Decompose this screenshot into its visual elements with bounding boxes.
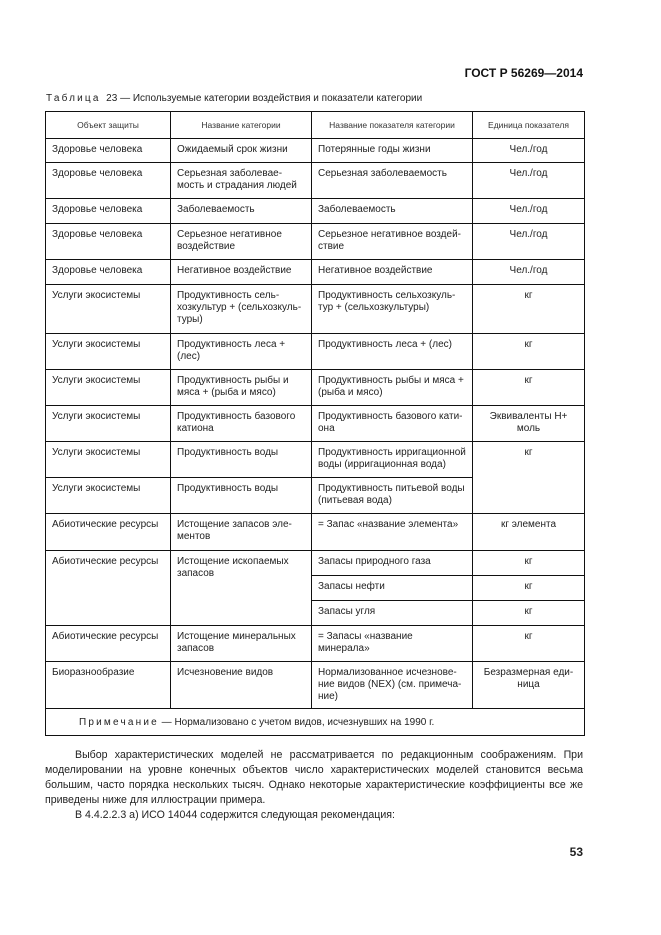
table-cell: Услуги экосистемы xyxy=(45,405,171,442)
table-cell: Продуктивность леса +(лес) xyxy=(170,333,312,370)
table-cell: Серьезная заболевае-мость и страдания лю… xyxy=(170,162,312,199)
table-cell: Продуктивность сель-хозкультур + (сельхо… xyxy=(170,284,312,334)
table-cell: Чел./год xyxy=(472,259,585,285)
table-cell: кг элемента xyxy=(472,513,585,551)
table-cell: Истощение ископаемых запасов xyxy=(170,550,312,626)
table-cell: кг xyxy=(472,333,585,370)
table-cell: Услуги экосистемы xyxy=(45,284,171,334)
table-row: Абиотические ресурсы Истощение запасов эл… xyxy=(45,513,585,551)
table-cell: Продуктивность воды xyxy=(170,477,312,514)
table-row: Здоровье человека Заболеваемость Заболевае… xyxy=(45,198,585,224)
table-cell: Услуги экосистемы xyxy=(45,369,171,406)
column-header: Единица показателя xyxy=(472,111,585,139)
table-row: Здоровье человека Серьезное негативное во… xyxy=(45,223,585,260)
table-cell: Продуктивность питьевой воды (питьевая в… xyxy=(311,477,473,514)
table-cell: Истощение минеральных запасов xyxy=(170,625,312,662)
table-cell: кг xyxy=(472,369,585,406)
table-cell: Запасы угля xyxy=(311,600,473,626)
note-text: — Нормализовано с учетом видов, исчезнув… xyxy=(161,716,435,728)
table-cell: Заболеваемость xyxy=(170,198,312,224)
table-cell: Продуктивность ирригационной воды (ирриг… xyxy=(311,441,473,478)
table-cell: кг xyxy=(472,441,585,514)
body-paragraph: В 4.4.2.2.3 а) ИСО 14044 содержится след… xyxy=(75,809,395,821)
table-row: Биоразнообразие Исчезновение видов Нормали… xyxy=(45,661,585,709)
caption-text: 23 — Используемые категории воздействия … xyxy=(106,93,423,104)
table-cell: Услуги экосистемы xyxy=(45,333,171,370)
table-cell: кг xyxy=(472,550,585,576)
table-cell: Продуктивность воды xyxy=(170,441,312,478)
table-cell: Абиотические ресурсы xyxy=(45,550,171,626)
table-cell: Абиотические ресурсы xyxy=(45,625,171,662)
table-cell: Чел./год xyxy=(472,138,585,163)
table-cell: Чел./год xyxy=(472,223,585,260)
table-cell: Здоровье человека xyxy=(45,223,171,260)
column-header: Название показателя категории xyxy=(311,111,473,139)
table-cell: Чел./год xyxy=(472,162,585,199)
table-cell: Продуктивность сельхозкуль-тур + (сельхо… xyxy=(311,284,473,334)
note-label: Примечание xyxy=(79,716,159,728)
table-cell: Серьезное негативное воздей-ствие xyxy=(311,223,473,260)
table-cell: Потерянные годы жизни xyxy=(311,138,473,163)
column-header: Объект защиты xyxy=(45,111,171,139)
table-cell: кг xyxy=(472,575,585,601)
table-row: Услуги экосистемы Продуктивность сель-хоз… xyxy=(45,284,585,334)
document-header: ГОСТ Р 56269—2014 xyxy=(464,66,583,80)
table-cell: кг xyxy=(472,284,585,334)
table-cell: Абиотические ресурсы xyxy=(45,513,171,551)
caption-label: Таблица xyxy=(46,93,101,104)
table-cell: Исчезновение видов xyxy=(170,661,312,709)
table-row: Абиотические ресурсы Истощение минеральны… xyxy=(45,625,585,662)
table-note-row: Примечание — Нормализовано с учетом видо… xyxy=(45,708,585,736)
column-header: Название категории xyxy=(170,111,312,139)
table-cell: Серьезное негативное воздействие xyxy=(170,223,312,260)
table-cell: Негативное воздействие xyxy=(170,259,312,285)
table-cell: Продуктивность базового катиона xyxy=(170,405,312,442)
table-cell: кг xyxy=(472,625,585,662)
table-row: Абиотические ресурсы Истощение ископаемых… xyxy=(45,550,585,626)
table-cell: Продуктивность рыбы и мяса + (рыба и мяс… xyxy=(311,369,473,406)
table-cell: Запасы природного газа xyxy=(311,550,473,576)
table-cell: Биоразнообразие xyxy=(45,661,171,709)
table-row: Запасы нефти кг xyxy=(46,575,585,601)
table-cell: Здоровье человека xyxy=(45,138,171,163)
table-row: Здоровье человека Серьезная заболевае-мос… xyxy=(45,162,585,199)
table-cell: Здоровье человека xyxy=(45,162,171,199)
table-cell: Запасы нефти xyxy=(311,575,473,601)
table-row: Здоровье человека Негативное воздействие Н… xyxy=(45,259,585,285)
table-cell: Серьезная заболеваемость xyxy=(311,162,473,199)
table-cell: Продуктивность рыбы и мяса + (рыба и мяс… xyxy=(170,369,312,406)
table-cell: Негативное воздействие xyxy=(311,259,473,285)
table-cell: Здоровье человека xyxy=(45,259,171,285)
table-cell: Продуктивность леса + (лес) xyxy=(311,333,473,370)
body-paragraph: Выбор характеристических моделей не расс… xyxy=(45,749,583,806)
table-cell: Услуги экосистемы xyxy=(45,441,171,478)
table-cell: Услуги экосистемы xyxy=(45,477,171,514)
table-cell: = Запасы «название минерала» xyxy=(311,625,473,662)
table-cell: Безразмерная еди-ница xyxy=(472,661,585,709)
table-cell: Чел./год xyxy=(472,198,585,224)
table-cell: Заболеваемость xyxy=(311,198,473,224)
table-row: Услуги экосистемы Продуктивность леса +(л… xyxy=(45,333,585,370)
table-cell: Нормализованное исчезнове-ние видов (NEX… xyxy=(311,661,473,709)
impact-categories-table: Объект защиты Название категории Названи… xyxy=(45,111,585,736)
table-header-row: Объект защиты Название категории Названи… xyxy=(45,111,585,139)
table-cell: Продуктивность базового кати-она xyxy=(311,405,473,442)
table-cell: Эквиваленты H+ моль xyxy=(472,405,585,442)
table-cell: = Запас «название элемента» xyxy=(311,513,473,551)
table-caption: Таблица 23 — Используемые категории возд… xyxy=(46,93,422,104)
table-cell: Здоровье человека xyxy=(45,198,171,224)
table-cell: Истощение запасов эле-ментов xyxy=(170,513,312,551)
table-row: Услуги экосистемы Продуктивность воды Прод… xyxy=(45,441,585,514)
page-number: 53 xyxy=(569,845,583,859)
table-note: Примечание — Нормализовано с учетом видо… xyxy=(45,708,585,736)
table-cell: Ожидаемый срок жизни xyxy=(170,138,312,163)
table-row: Услуги экосистемы Продуктивность базового… xyxy=(45,405,585,442)
table-row: Здоровье человека Ожидаемый срок жизни Пот… xyxy=(45,138,585,163)
table-row: Услуги экосистемы Продуктивность рыбы и м… xyxy=(45,369,585,406)
table-cell: кг xyxy=(472,600,585,626)
